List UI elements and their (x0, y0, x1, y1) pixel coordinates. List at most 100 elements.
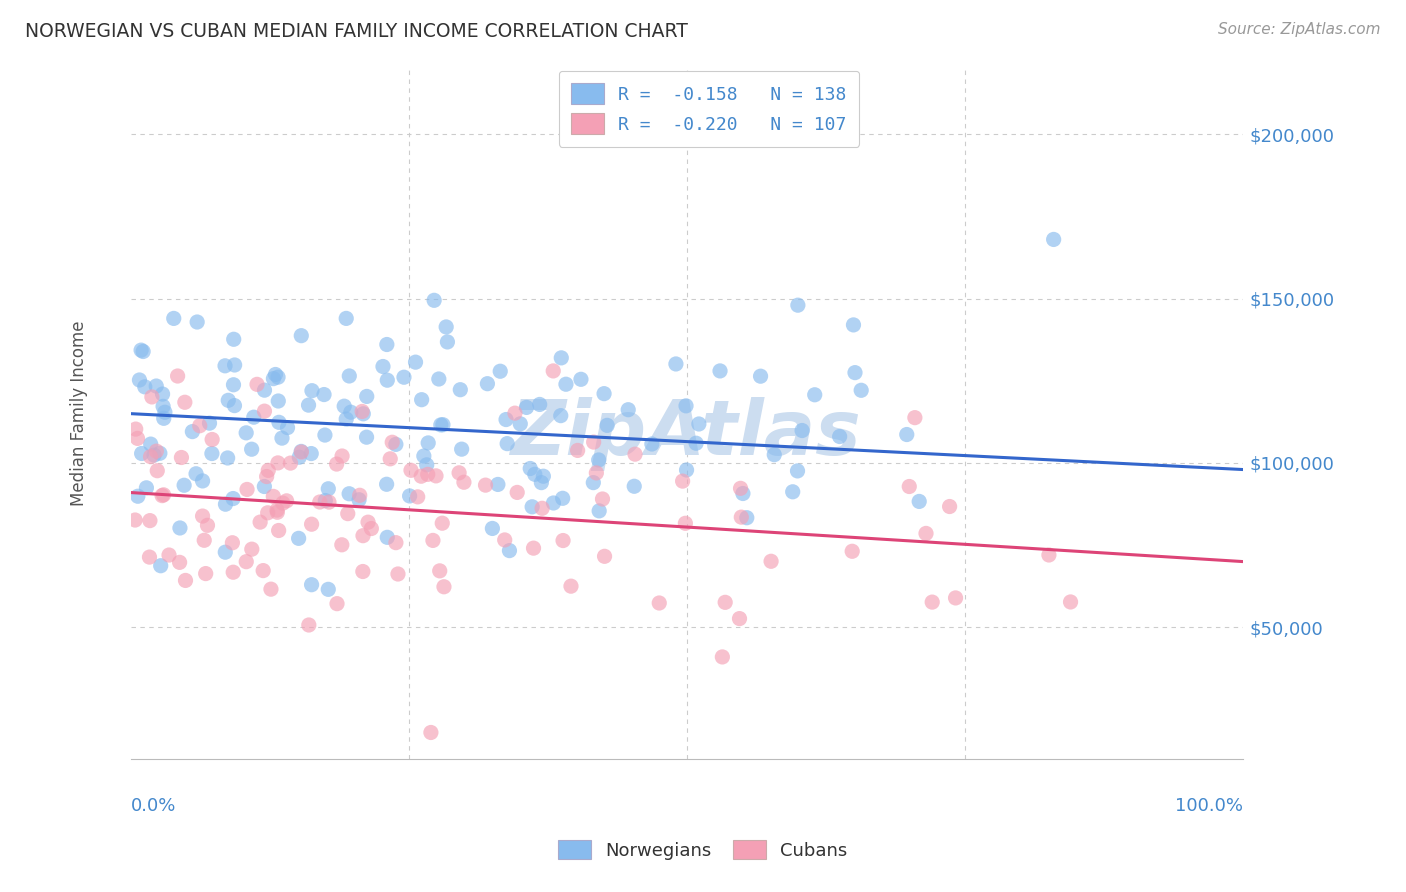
Point (381, 435, 404, 450)
Point (593, 386, 616, 401)
Point (509, 417, 531, 431)
Point (730, 510, 752, 524)
Point (432, 417, 454, 432)
Point (152, 411, 174, 425)
Point (896, 427, 918, 442)
Point (623, 479, 645, 493)
Point (222, 332, 245, 346)
Point (596, 418, 619, 433)
Point (290, 328, 312, 343)
Point (429, 564, 451, 578)
Text: Source: ZipAtlas.com: Source: ZipAtlas.com (1218, 22, 1381, 37)
Point (267, 370, 290, 384)
Point (418, 436, 440, 450)
Point (585, 466, 607, 480)
Point (214, 497, 236, 511)
Point (139, 437, 162, 451)
Point (550, 409, 572, 423)
Point (356, 430, 378, 444)
Point (173, 395, 195, 409)
Point (921, 595, 943, 609)
Point (520, 500, 543, 514)
Point (436, 334, 458, 349)
Point (523, 467, 546, 482)
Point (406, 490, 429, 504)
Point (235, 425, 257, 440)
Point (330, 538, 353, 552)
Point (569, 372, 592, 386)
Point (851, 384, 873, 398)
Point (543, 496, 565, 510)
Point (253, 383, 276, 397)
Point (503, 406, 526, 420)
Point (271, 496, 294, 510)
Point (267, 415, 290, 429)
Point (380, 451, 402, 466)
Point (749, 369, 772, 384)
Text: 100.0%: 100.0% (1174, 797, 1243, 814)
Point (352, 529, 374, 543)
Point (337, 368, 360, 383)
Point (541, 364, 564, 378)
Point (217, 450, 239, 465)
Point (434, 320, 457, 334)
Point (330, 449, 353, 463)
Point (360, 522, 382, 536)
Point (551, 533, 574, 548)
Point (149, 558, 172, 573)
Point (685, 436, 707, 450)
Text: Median Family Income: Median Family Income (70, 321, 89, 507)
Point (337, 487, 360, 501)
Point (301, 517, 323, 532)
Point (898, 479, 921, 493)
Point (240, 442, 263, 457)
Point (287, 532, 309, 546)
Point (515, 401, 537, 415)
Point (375, 530, 398, 544)
Text: NORWEGIAN VS CUBAN MEDIAN FAMILY INCOME CORRELATION CHART: NORWEGIAN VS CUBAN MEDIAN FAMILY INCOME … (25, 22, 688, 41)
Point (335, 311, 357, 326)
Point (194, 566, 217, 581)
Point (506, 485, 529, 500)
Point (425, 468, 447, 483)
Point (385, 437, 408, 451)
Point (433, 580, 456, 594)
Point (624, 447, 647, 461)
Point (153, 405, 176, 419)
Point (529, 397, 551, 411)
Point (385, 535, 408, 549)
Point (152, 400, 174, 414)
Point (267, 524, 290, 538)
Point (235, 555, 257, 569)
Point (169, 521, 191, 535)
Point (453, 475, 475, 490)
Point (567, 443, 589, 458)
Point (127, 489, 149, 503)
Point (356, 389, 378, 403)
Point (129, 343, 152, 358)
Point (531, 501, 554, 516)
Point (222, 565, 245, 579)
Point (844, 366, 866, 380)
Point (423, 293, 446, 308)
Point (316, 582, 339, 597)
Point (648, 596, 671, 610)
Point (149, 446, 172, 460)
Point (357, 515, 380, 529)
Point (617, 402, 640, 417)
Point (197, 518, 219, 533)
Point (186, 315, 208, 329)
Point (481, 521, 503, 535)
Point (201, 433, 224, 447)
Point (352, 404, 374, 418)
Point (224, 358, 246, 372)
Point (405, 355, 427, 369)
Point (399, 463, 422, 477)
Point (150, 489, 173, 503)
Point (143, 448, 166, 462)
Point (326, 597, 349, 611)
Point (191, 474, 214, 488)
Point (252, 564, 274, 578)
Point (432, 516, 454, 531)
Point (266, 505, 288, 519)
